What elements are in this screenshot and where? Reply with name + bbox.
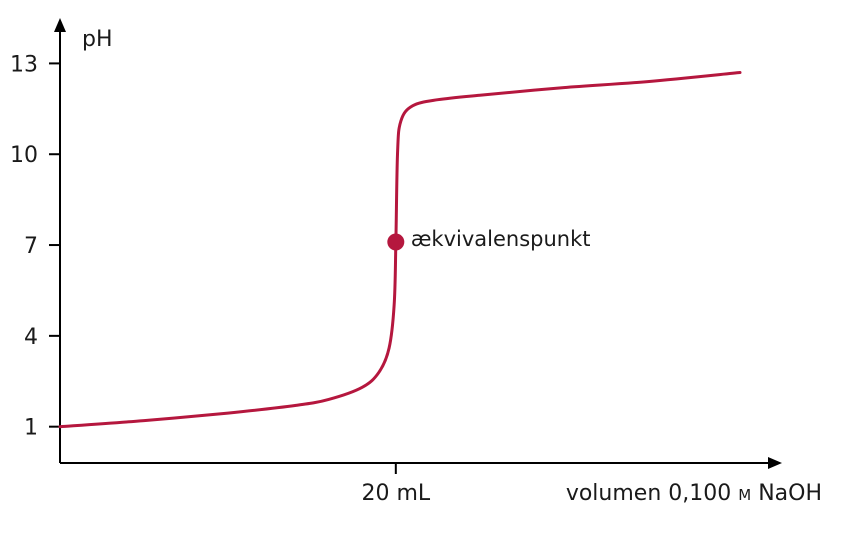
- y-axis-arrow: [54, 18, 66, 32]
- annotations-group: ækvivalenspunkt: [387, 227, 591, 251]
- x-axis-label-spacer: [731, 481, 738, 506]
- y-tick-label: 7: [24, 234, 38, 259]
- x-axis-label: volumen 0,100 M NaOH: [566, 481, 822, 506]
- x-tick-label: 20 mL: [361, 481, 430, 506]
- equivalence-point-marker: [387, 233, 405, 251]
- y-tick-label: 13: [10, 52, 38, 77]
- x-axis-arrow: [768, 457, 782, 469]
- y-tick-label: 1: [24, 416, 38, 441]
- y-tick-label: 4: [24, 325, 38, 350]
- y-ticks: 13 10 7 4 1: [10, 52, 60, 441]
- equivalence-point-label: ækvivalenspunkt: [411, 227, 591, 251]
- y-tick-label: 10: [10, 143, 38, 168]
- x-axis-label-unit: M: [738, 486, 751, 504]
- titration-curve: [58, 71, 742, 429]
- series-group: [58, 71, 742, 429]
- x-ticks: 20 mL: [361, 463, 431, 506]
- axes: [54, 18, 782, 469]
- x-axis-label-spacer-2: [751, 481, 758, 506]
- x-axis-label-suffix: NaOH: [758, 481, 822, 506]
- x-axis-label-main: volumen 0,100: [566, 481, 731, 506]
- y-axis-label: pH: [82, 27, 113, 52]
